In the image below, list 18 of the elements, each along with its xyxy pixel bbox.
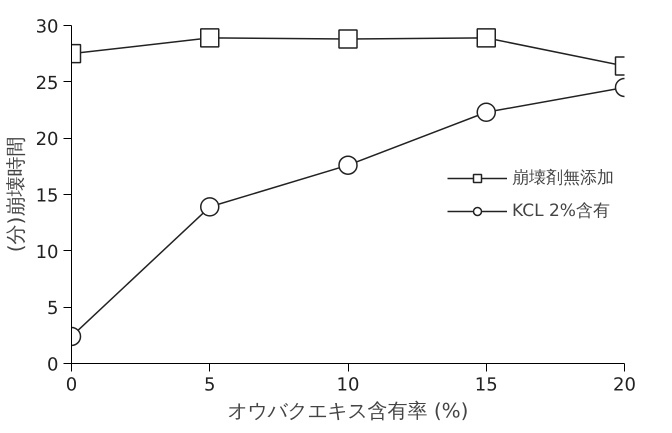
x-tick-label: 15 (474, 374, 498, 396)
x-tick-label: 5 (204, 374, 216, 396)
y-tick-label: 20 (36, 129, 58, 150)
y-tick-label: 25 (36, 72, 58, 94)
point (338, 155, 358, 175)
legend-label: 崩壊剤無添加 (512, 167, 614, 189)
y-axis-title: (分)崩壊時間 (4, 136, 28, 252)
y-tick-label: 5 (47, 298, 58, 320)
y-tick-label: 15 (36, 186, 58, 206)
y-tick-label: 0 (47, 354, 58, 376)
x-tick-label: 20 (613, 374, 636, 396)
x-tick-label: 0 (66, 374, 78, 396)
legend-label: KCL 2%含有 (512, 200, 610, 222)
y-tick-label: 10 (36, 242, 58, 263)
x-axis-title: オウバクエキス含有率 (%) (228, 398, 468, 422)
point (338, 29, 358, 49)
x-tick-label: 10 (336, 374, 360, 396)
y-tick-label: 30 (36, 16, 58, 38)
